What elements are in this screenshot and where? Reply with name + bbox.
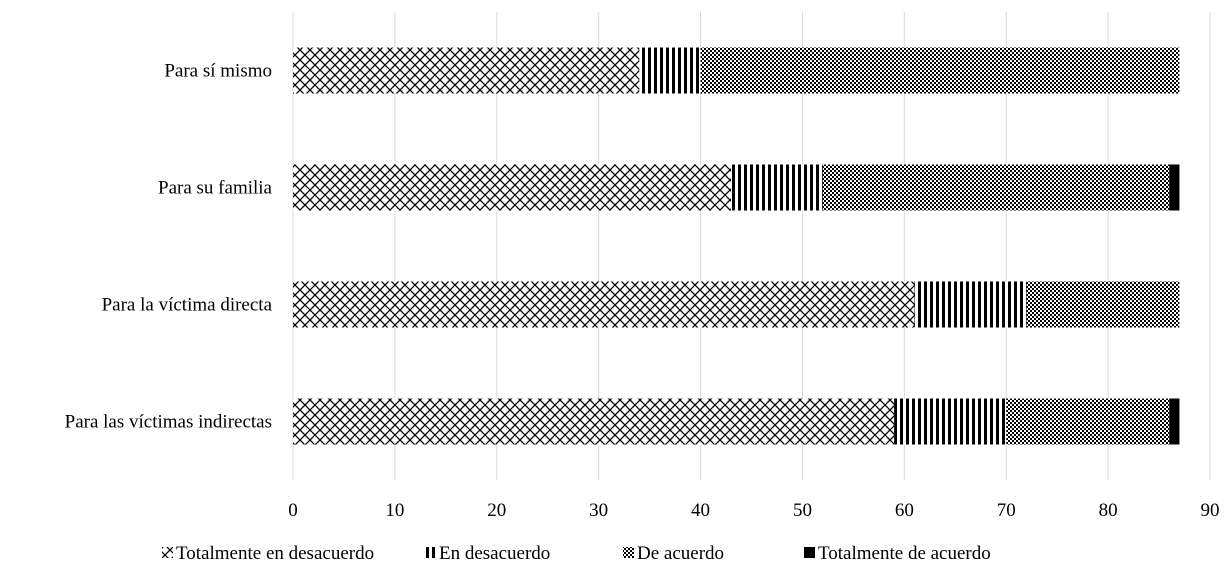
x-tick-label: 90 [1201,500,1220,521]
category-label: Para su familia [158,178,273,199]
x-tick-label: 60 [895,500,914,521]
x-tick-label: 30 [589,500,608,521]
bar-segment-1 [293,47,640,94]
bar-segment-1 [293,281,915,328]
x-tick-label: 20 [487,500,506,521]
category-label: Para la víctima directa [102,295,273,316]
bar-segment-2 [914,281,1027,328]
bar-segment-1 [293,164,732,211]
bar-segment-3 [700,47,1180,94]
category-label: Para las víctimas indirectas [65,412,272,433]
bars [293,47,1180,445]
x-tick-label: 50 [793,500,812,521]
x-tick-label: 80 [1099,500,1118,521]
bar-segment-4 [1169,164,1180,211]
legend-label: Totalmente en desacuerdo [176,543,374,564]
legend-swatch [623,547,634,558]
legend-label: De acuerdo [637,543,724,564]
bar-segment-3 [1006,398,1170,445]
category-labels: Para sí mismo Para su familia Para la víct… [65,61,273,433]
legend-swatch [162,547,173,558]
x-tick-label: 40 [691,500,710,521]
x-tick-labels: 0 10 20 30 40 50 60 70 80 90 [288,500,1219,521]
x-tick-label: 70 [997,500,1016,521]
legend: Totalmente en desacuerdo En desacuerdo De … [162,543,991,564]
legend-label: En desacuerdo [439,543,550,564]
category-label: Para sí mismo [164,61,272,82]
legend-swatch [804,547,815,558]
legend-swatch [425,547,436,558]
bar-segment-2 [731,164,823,211]
bar-segment-2 [894,398,1007,445]
bar-segment-2 [639,47,701,94]
x-tick-label: 0 [288,500,298,521]
x-tick-label: 10 [385,500,404,521]
bar-segment-3 [1026,281,1180,328]
bar-segment-3 [822,164,1170,211]
bar-segment-4 [1169,398,1180,445]
bar-segment-1 [293,398,895,445]
legend-label: Totalmente de acuerdo [818,543,991,564]
